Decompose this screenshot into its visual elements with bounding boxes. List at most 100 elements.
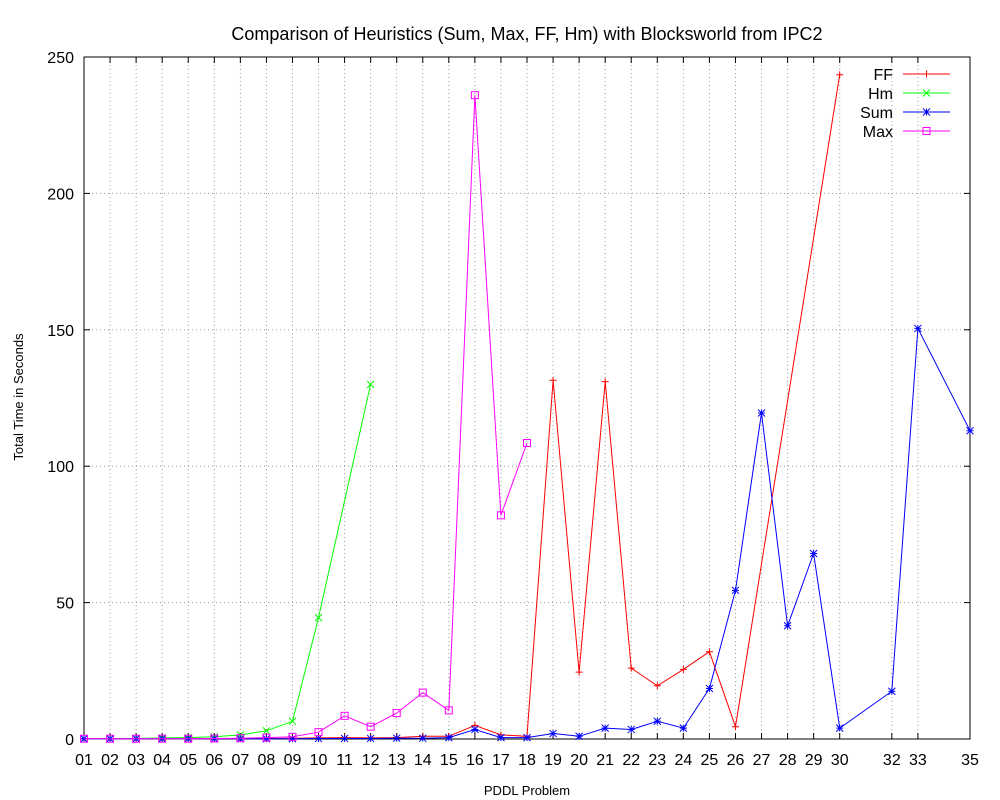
series-group xyxy=(80,71,974,743)
data-point-hm xyxy=(262,726,271,735)
data-point-max xyxy=(314,728,323,737)
x-tick-label: 29 xyxy=(805,752,823,769)
data-point-sum xyxy=(366,734,375,743)
chart-title: Comparison of Heuristics (Sum, Max, FF, … xyxy=(231,24,822,44)
x-tick-label: 32 xyxy=(883,752,901,769)
data-point-max xyxy=(418,688,427,697)
series-line-max xyxy=(84,95,528,740)
series-hm xyxy=(80,380,375,743)
data-point-ff xyxy=(575,668,583,676)
x-tick-label: 21 xyxy=(596,752,614,769)
x-tick-label: 17 xyxy=(492,752,510,769)
x-tick-label: 30 xyxy=(831,752,849,769)
data-point-sum xyxy=(601,724,610,732)
legend-marker xyxy=(922,89,931,97)
legend-label: Hm xyxy=(868,86,893,103)
data-point-max xyxy=(80,734,88,743)
y-tick-label: 0 xyxy=(65,732,74,749)
data-point-sum xyxy=(731,586,740,595)
x-tick-label: 14 xyxy=(414,752,432,769)
data-point-sum xyxy=(549,729,557,738)
x-tick-label: 07 xyxy=(231,752,249,769)
x-tick-label: 18 xyxy=(518,752,536,769)
y-tick-label: 100 xyxy=(47,459,74,476)
x-tick-label: 09 xyxy=(284,752,302,769)
data-point-sum xyxy=(966,426,974,435)
series-line-hm xyxy=(84,384,372,740)
legend-marker xyxy=(922,127,931,135)
x-tick-label: 22 xyxy=(622,752,640,769)
x-tick-label: 13 xyxy=(388,752,406,769)
x-tick-label: 24 xyxy=(674,752,692,769)
data-point-hm xyxy=(288,717,297,726)
data-point-max xyxy=(262,733,271,742)
data-point-sum xyxy=(262,734,271,743)
x-tick-label: 05 xyxy=(179,752,197,769)
data-point-ff xyxy=(836,71,844,79)
data-point-sum xyxy=(418,734,427,743)
legend-label: FF xyxy=(873,67,893,84)
data-point-sum xyxy=(783,621,792,630)
data-point-ff xyxy=(705,648,713,656)
grid xyxy=(84,57,970,739)
data-point-max xyxy=(106,734,115,743)
x-axis-label: PDDL Problem xyxy=(484,783,570,798)
data-point-sum xyxy=(705,684,714,693)
data-point-max xyxy=(132,734,141,743)
x-tick-label: 02 xyxy=(101,752,119,769)
data-point-max xyxy=(496,511,505,520)
x-tick-label: 26 xyxy=(727,752,745,769)
legend-marker xyxy=(922,108,931,116)
y-axis-label: Total Time in Seconds xyxy=(11,333,26,461)
x-tick-label: 19 xyxy=(544,752,562,769)
x-tick-label: 06 xyxy=(205,752,223,769)
data-point-sum xyxy=(392,734,401,743)
data-point-sum xyxy=(809,549,818,558)
legend-marker xyxy=(923,70,930,78)
x-tick-label: 16 xyxy=(466,752,484,769)
data-point-sum xyxy=(314,734,323,743)
x-tick-label: 27 xyxy=(753,752,771,769)
data-point-sum xyxy=(679,724,688,732)
x-tick-label: 20 xyxy=(570,752,588,769)
x-tick-label: 04 xyxy=(153,752,171,769)
data-point-sum xyxy=(340,734,349,743)
data-point-ff xyxy=(627,664,635,672)
x-tick-label: 33 xyxy=(909,752,927,769)
data-point-hm xyxy=(366,380,375,389)
axis-ticks: 01 02 03 04 05 06 07 08 09 10 11 12 13 14 15 16 17 18 19 20… xyxy=(47,50,979,769)
x-tick-label: 23 xyxy=(648,752,666,769)
data-point-sum xyxy=(757,409,766,417)
data-point-sum xyxy=(914,324,922,333)
series-max xyxy=(80,91,531,743)
data-point-max xyxy=(523,439,531,448)
x-tick-label: 10 xyxy=(310,752,328,769)
x-tick-label: 15 xyxy=(440,752,458,769)
data-point-max xyxy=(444,706,453,715)
x-tick-label: 03 xyxy=(127,752,145,769)
y-tick-label: 150 xyxy=(47,323,74,340)
y-tick-label: 250 xyxy=(47,50,74,67)
data-point-ff xyxy=(549,376,557,384)
legend-label: Sum xyxy=(860,105,893,122)
data-point-sum xyxy=(627,725,636,734)
data-point-ff xyxy=(601,378,609,386)
data-point-sum xyxy=(471,725,479,734)
data-point-hm xyxy=(314,613,323,622)
x-tick-label: 12 xyxy=(362,752,380,769)
data-point-sum xyxy=(444,733,453,742)
legend: FF Hm Sum Max xyxy=(860,67,950,141)
data-point-max xyxy=(236,734,245,743)
data-point-max xyxy=(340,711,349,720)
data-point-sum xyxy=(236,734,245,743)
data-point-sum xyxy=(288,734,297,743)
data-point-max xyxy=(366,722,375,731)
legend-label: Max xyxy=(863,124,893,141)
data-point-ff xyxy=(653,682,661,690)
data-point-max xyxy=(184,734,193,743)
data-point-ff xyxy=(731,723,739,731)
data-point-sum xyxy=(575,732,583,741)
data-point-sum xyxy=(523,733,531,742)
x-tick-label: 25 xyxy=(701,752,719,769)
data-point-max xyxy=(288,732,297,741)
